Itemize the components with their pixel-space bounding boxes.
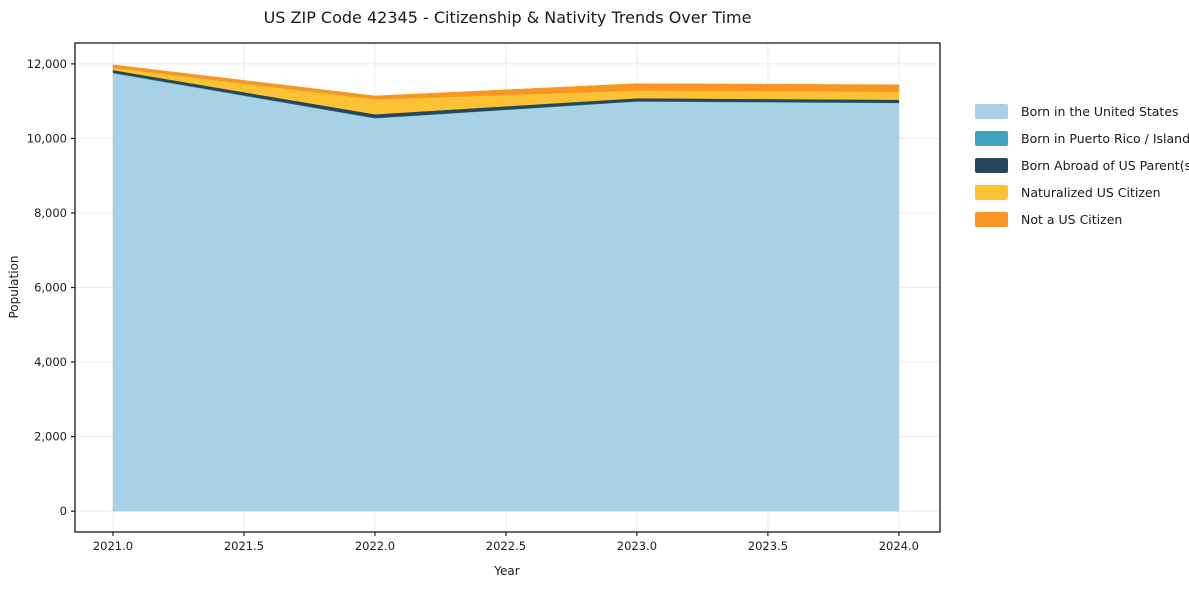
x-axis-label: Year <box>494 564 520 578</box>
legend-swatch <box>975 185 1008 200</box>
area-series <box>112 64 900 100</box>
legend-swatch <box>975 212 1008 227</box>
y-tick-label: 6,000 <box>34 281 67 295</box>
legend: Born in the United States Born in Puerto… <box>975 104 1189 239</box>
x-tick-label: 2022.0 <box>355 539 395 553</box>
legend-swatch <box>975 131 1008 146</box>
legend-swatch <box>975 104 1008 119</box>
y-tick-label: 8,000 <box>34 206 67 220</box>
y-tick-label: 4,000 <box>34 355 67 369</box>
legend-label: Not a US Citizen <box>1021 212 1123 227</box>
x-tick-label: 2021.0 <box>93 539 133 553</box>
x-tick-label: 2021.5 <box>224 539 264 553</box>
x-tick-label: 2024.0 <box>879 539 919 553</box>
y-axis-label: Population <box>7 255 21 319</box>
legend-swatch <box>975 158 1008 173</box>
legend-item: Born in the United States <box>975 104 1189 119</box>
y-tick-label: 10,000 <box>27 131 67 145</box>
legend-label: Born Abroad of US Parent(s) <box>1021 158 1189 173</box>
legend-item: Naturalized US Citizen <box>975 185 1189 200</box>
y-tick-label: 2,000 <box>34 430 67 444</box>
area-series <box>112 72 900 512</box>
legend-label: Born in Puerto Rico / Islands <box>1021 131 1189 146</box>
legend-item: Not a US Citizen <box>975 212 1189 227</box>
legend-label: Naturalized US Citizen <box>1021 185 1161 200</box>
legend-item: Born Abroad of US Parent(s) <box>975 158 1189 173</box>
chart-title: US ZIP Code 42345 - Citizenship & Nativi… <box>263 8 752 27</box>
legend-item: Born in Puerto Rico / Islands <box>975 131 1189 146</box>
legend-label: Born in the United States <box>1021 104 1179 119</box>
x-tick-label: 2023.0 <box>617 539 657 553</box>
y-tick-label: 0 <box>60 504 67 518</box>
x-tick-label: 2023.5 <box>748 539 788 553</box>
x-tick-label: 2022.5 <box>486 539 526 553</box>
y-tick-label: 12,000 <box>27 57 67 71</box>
